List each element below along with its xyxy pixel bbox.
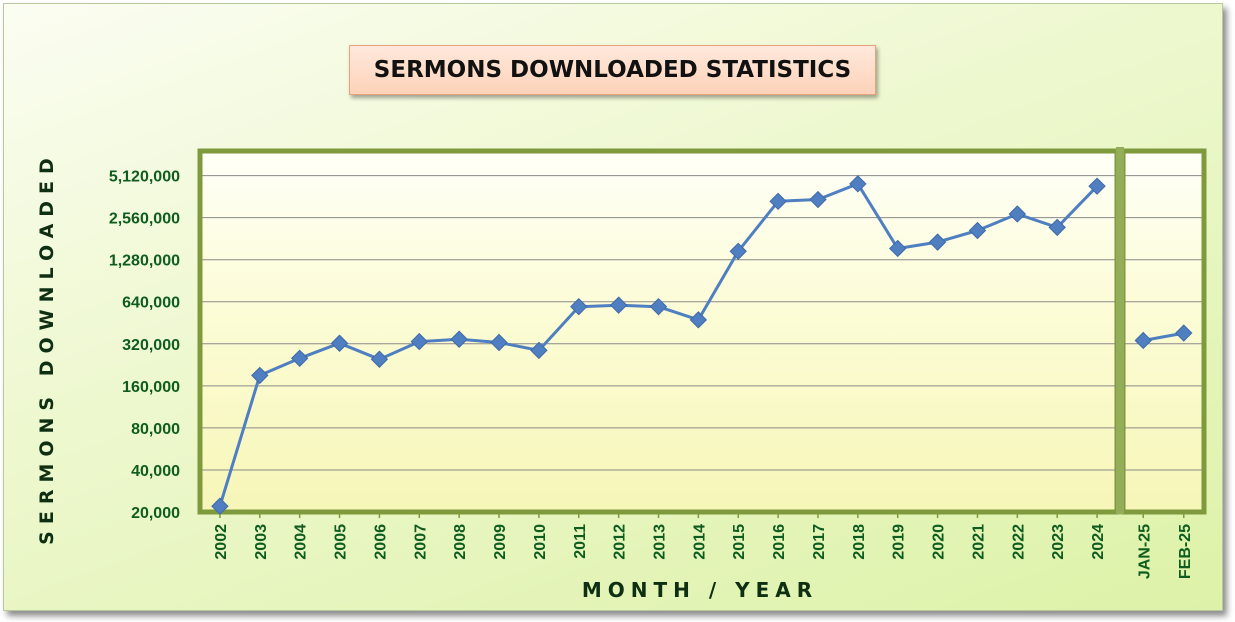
plot-area-1	[200, 151, 1117, 512]
y-tick-label: 80,000	[131, 421, 180, 438]
data-point	[849, 175, 867, 193]
y-tick-label: 320,000	[122, 337, 180, 354]
y-tick-label: 5,120,000	[109, 169, 180, 186]
x-tick-label: 2021	[970, 524, 987, 560]
y-tick-label: 20,000	[131, 505, 180, 522]
data-point	[649, 297, 668, 316]
data-point	[1134, 331, 1152, 350]
plot-area-2	[1123, 151, 1204, 512]
x-tick-label: 2013	[652, 524, 669, 560]
y-tick-label: 40,000	[131, 463, 180, 480]
data-point	[968, 221, 987, 240]
x-tick-label: 2016	[771, 524, 788, 560]
x-tick-label: 2006	[372, 524, 389, 560]
x-tick-label: 2019	[891, 524, 908, 560]
x-tick-label: 2009	[492, 524, 509, 560]
data-point	[330, 334, 349, 352]
data-point	[928, 233, 947, 251]
data-point	[450, 330, 468, 348]
data-point	[410, 332, 428, 351]
data-point	[689, 311, 708, 329]
data-point	[490, 333, 508, 352]
x-tick-label: 2004	[293, 524, 310, 560]
y-tick-label: 160,000	[122, 379, 180, 396]
x-tick-label: 2011	[572, 524, 589, 559]
x-tick-label: 2012	[612, 524, 629, 560]
y-tick-label: 2,560,000	[109, 211, 180, 228]
x-tick-label: JAN-25	[1136, 524, 1153, 579]
x-tick-label: 2014	[691, 524, 708, 560]
data-point	[1175, 324, 1193, 342]
data-point	[251, 366, 269, 385]
x-tick-label: 2017	[811, 524, 828, 560]
data-point	[570, 297, 588, 316]
data-point	[1008, 205, 1027, 223]
chart-title: SERMONS DOWNLOADED STATISTICS	[349, 45, 876, 95]
x-tick-label: 2005	[333, 524, 350, 560]
data-point	[530, 341, 548, 360]
y-tick-label: 640,000	[122, 295, 180, 312]
x-tick-label: 2020	[931, 524, 948, 560]
data-point	[1048, 218, 1066, 237]
data-point	[729, 242, 747, 261]
data-point	[211, 497, 229, 515]
x-tick-label: FEB-25	[1177, 524, 1194, 579]
x-tick-label: 2022	[1010, 524, 1027, 560]
x-tick-label: 2008	[452, 524, 469, 560]
x-axis-title: MONTH / YEAR	[581, 578, 819, 602]
x-tick-label: 2002	[213, 524, 230, 560]
x-tick-label: 2015	[731, 524, 748, 560]
data-point	[609, 296, 628, 314]
y-tick-label: 1,280,000	[109, 253, 180, 270]
x-tick-label: 2003	[253, 524, 270, 560]
panel-divider	[1116, 147, 1124, 514]
x-tick-label: 2007	[412, 524, 429, 560]
data-point	[290, 349, 309, 367]
data-point	[769, 192, 787, 211]
x-tick-label: 2024	[1090, 524, 1107, 560]
data-point	[370, 350, 389, 368]
x-tick-label: 2010	[532, 524, 549, 560]
data-point	[889, 239, 907, 258]
data-point	[809, 190, 827, 209]
x-tick-label: 2023	[1050, 524, 1067, 560]
data-point	[1088, 177, 1106, 195]
x-tick-label: 2018	[851, 524, 868, 560]
